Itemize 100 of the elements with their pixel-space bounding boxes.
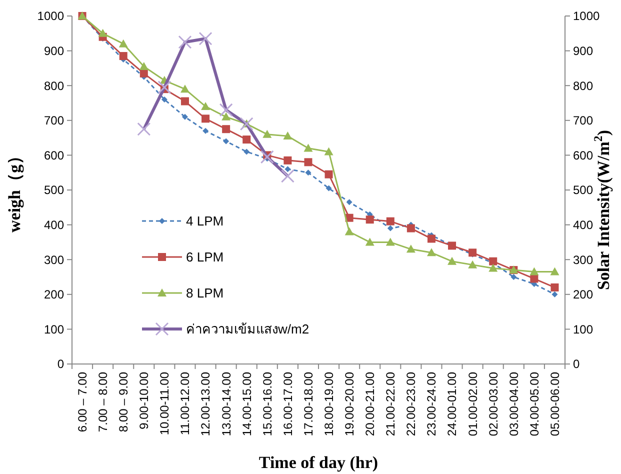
x-tick-label: 04.00-05.00 xyxy=(527,372,542,436)
x-tick-label: 6.00 – 7.00 xyxy=(75,372,90,432)
y2-tick-label: 0 xyxy=(573,357,580,372)
point xyxy=(489,257,498,266)
legend-label: 4 LPM xyxy=(186,214,224,229)
y-tick-label: 500 xyxy=(44,183,64,198)
point xyxy=(406,244,416,253)
point xyxy=(284,156,292,164)
x-tick-label: 9.00-10.00 xyxy=(137,372,152,430)
point xyxy=(304,158,312,166)
y2-tick-label: 1000 xyxy=(573,9,600,24)
point xyxy=(202,128,209,134)
x-tick-label: 01.00-02.00 xyxy=(466,372,480,436)
point xyxy=(222,125,230,134)
point xyxy=(262,130,272,138)
point xyxy=(468,248,477,257)
point xyxy=(344,227,354,236)
y2-tick-label: 100 xyxy=(573,322,594,336)
x-tick-label: 23.00-24.00 xyxy=(424,372,439,436)
y2-tick-label: 800 xyxy=(573,78,594,93)
y-tick-label: 700 xyxy=(44,114,64,128)
point xyxy=(182,114,188,120)
point xyxy=(324,170,333,178)
x-tick-label: 21.00-22.00 xyxy=(384,372,398,436)
y2-tick-label: 900 xyxy=(573,44,594,58)
point xyxy=(161,96,168,103)
point xyxy=(386,217,394,226)
point xyxy=(510,274,517,280)
point xyxy=(139,62,148,70)
x-tick-label: 03.00-04.00 xyxy=(506,372,521,436)
y2-tick-label: 300 xyxy=(573,252,594,267)
point xyxy=(180,97,189,106)
x-tick-label: 13.00-14.00 xyxy=(219,372,234,436)
point xyxy=(98,28,108,37)
point xyxy=(552,291,558,298)
point xyxy=(530,267,539,276)
y2-tick-label: 200 xyxy=(573,288,594,302)
x-tick-label: 24.00-01.00 xyxy=(445,372,460,436)
legend-label: 8 LPM xyxy=(186,286,224,301)
y-tick-label: 600 xyxy=(44,148,64,162)
y-tick-label: 800 xyxy=(44,78,64,93)
x-tick-label: 22.00-23.00 xyxy=(404,372,418,436)
x-tick-label: 05.00-06.00 xyxy=(548,372,562,436)
x-tick-label: 16.00-17.00 xyxy=(280,372,295,436)
y-tick-label: 300 xyxy=(44,252,64,267)
x-tick-label: 02.00-03.00 xyxy=(486,372,500,436)
y-tick-label: 1000 xyxy=(37,9,64,24)
point xyxy=(468,260,478,268)
y-tick-label: 200 xyxy=(44,288,64,302)
y2-tick-label: 400 xyxy=(573,218,594,232)
x-tick-label: 12.00-13.00 xyxy=(198,372,213,436)
x-tick-label: 8.00 – 9.00 xyxy=(116,372,131,432)
x-tick-label: 10.00-11.00 xyxy=(158,372,172,436)
point xyxy=(202,114,210,123)
y-tick-label: 0 xyxy=(57,357,64,372)
point xyxy=(550,283,559,292)
y2-tick-label: 700 xyxy=(573,114,594,128)
point xyxy=(304,144,313,152)
point xyxy=(366,216,374,224)
x-tick-label: 20.00-21.00 xyxy=(363,372,378,436)
point xyxy=(242,136,251,144)
point xyxy=(284,166,291,172)
point xyxy=(180,84,190,93)
point xyxy=(283,132,292,140)
point xyxy=(426,248,436,256)
x-tick-label: 11.00-12.00 xyxy=(178,372,192,436)
y-tick-label: 400 xyxy=(44,218,64,232)
point xyxy=(119,52,128,60)
point xyxy=(346,199,352,206)
point xyxy=(387,225,394,232)
point xyxy=(427,234,436,243)
point xyxy=(118,39,128,48)
y-axis-title: weigh（g） xyxy=(5,148,24,232)
point xyxy=(305,170,312,176)
legend-label: 6 LPM xyxy=(186,250,224,265)
y2-tick-label: 500 xyxy=(573,183,594,198)
y2-tick-label: 600 xyxy=(573,148,594,162)
x-tick-label: 14.00-15.00 xyxy=(240,372,254,436)
y-tick-label: 100 xyxy=(44,322,64,336)
point xyxy=(448,256,457,265)
point xyxy=(365,238,374,246)
point xyxy=(324,147,334,156)
x-tick-label: 7.00 – 8.00 xyxy=(96,372,110,432)
x-axis-title: Time of day (hr) xyxy=(258,453,378,472)
x-tick-label: 18.00-19.00 xyxy=(322,372,336,436)
x-tick-label: 15.00-16.00 xyxy=(260,372,274,436)
point xyxy=(406,224,415,232)
y-tick-label: 900 xyxy=(44,44,64,58)
point xyxy=(326,185,332,192)
point xyxy=(223,138,230,144)
legend-label: ค่าความเข้มแสงw/m2 xyxy=(186,322,310,337)
point xyxy=(386,238,395,246)
x-tick-label: 17.00-18.00 xyxy=(301,372,316,436)
x-tick-label: 19.00-20.00 xyxy=(342,372,357,436)
point xyxy=(550,267,560,276)
point xyxy=(140,69,148,78)
point xyxy=(488,264,498,272)
point xyxy=(222,112,231,120)
point xyxy=(201,102,210,110)
point xyxy=(244,148,250,155)
